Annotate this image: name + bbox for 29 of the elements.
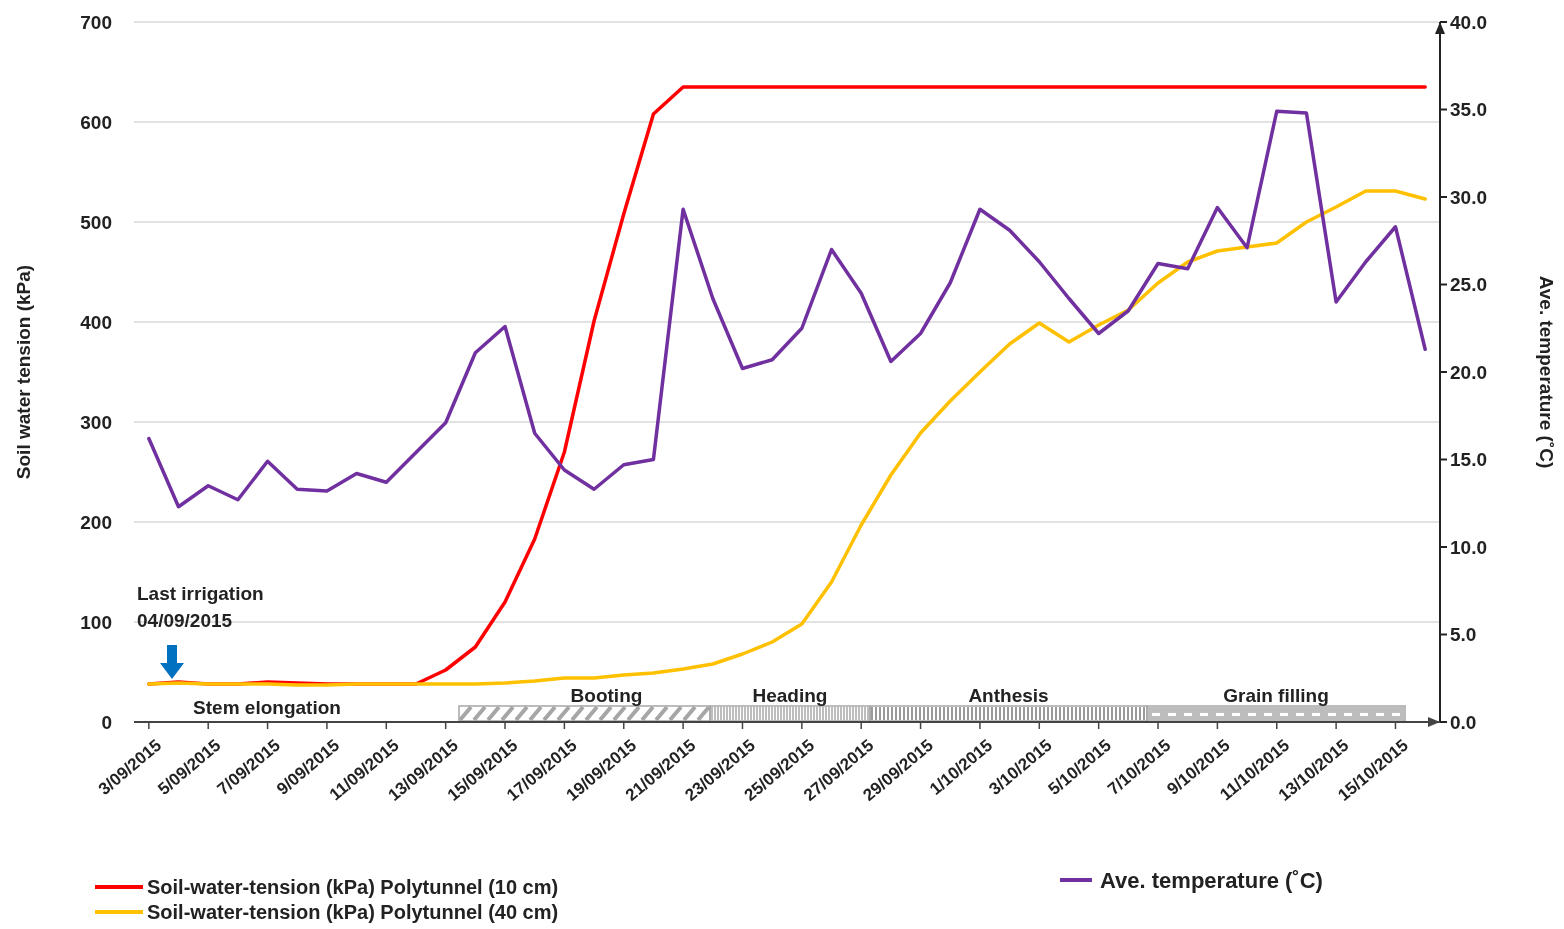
- y-tick-label: 500: [80, 211, 112, 233]
- annotation: Heading: [752, 685, 828, 706]
- annotation: Anthesis: [968, 685, 1049, 706]
- y2-tick-label: 40.0: [1450, 11, 1487, 33]
- legend-label: Ave. temperature (˚C): [1100, 867, 1323, 893]
- annotation: Booting: [570, 685, 643, 706]
- y-tick-label: 600: [80, 111, 112, 133]
- y-tick-label: 100: [80, 611, 112, 633]
- annotation: Grain filling: [1223, 685, 1329, 706]
- y-tick-label: 200: [80, 511, 112, 533]
- legend-label: Soil-water-tension (kPa) Polytunnel (10 cm): [147, 876, 559, 898]
- y2-tick-label: 15.0: [1450, 449, 1487, 471]
- y2-tick-label: 5.0: [1450, 624, 1477, 646]
- y-axis-title: Soil water tension (kPa): [13, 264, 34, 480]
- y2-tick-label: 20.0: [1450, 361, 1487, 383]
- y2-tick-label: 10.0: [1450, 536, 1487, 558]
- y-tick-label: 0: [101, 711, 112, 733]
- annotation: Last irrigation 04/09/2015: [137, 583, 264, 631]
- y2-tick-label: 30.0: [1450, 186, 1487, 208]
- y-tick-label: 300: [80, 411, 112, 433]
- line-series: [147, 109, 1427, 509]
- y-tick-label: 400: [80, 311, 112, 333]
- legend-label: Soil-water-tension (kPa) Polytunnel (40 cm): [147, 901, 559, 923]
- y2-tick-label: 25.0: [1450, 274, 1487, 296]
- y2-axis-title: Ave. temperature (˚C): [1536, 275, 1557, 469]
- annotation: Stem elongation: [193, 697, 341, 718]
- y2-tick-label: 0.0: [1450, 711, 1477, 733]
- y2-tick-label: 35.0: [1450, 99, 1487, 121]
- y-tick-label: 700: [80, 11, 112, 33]
